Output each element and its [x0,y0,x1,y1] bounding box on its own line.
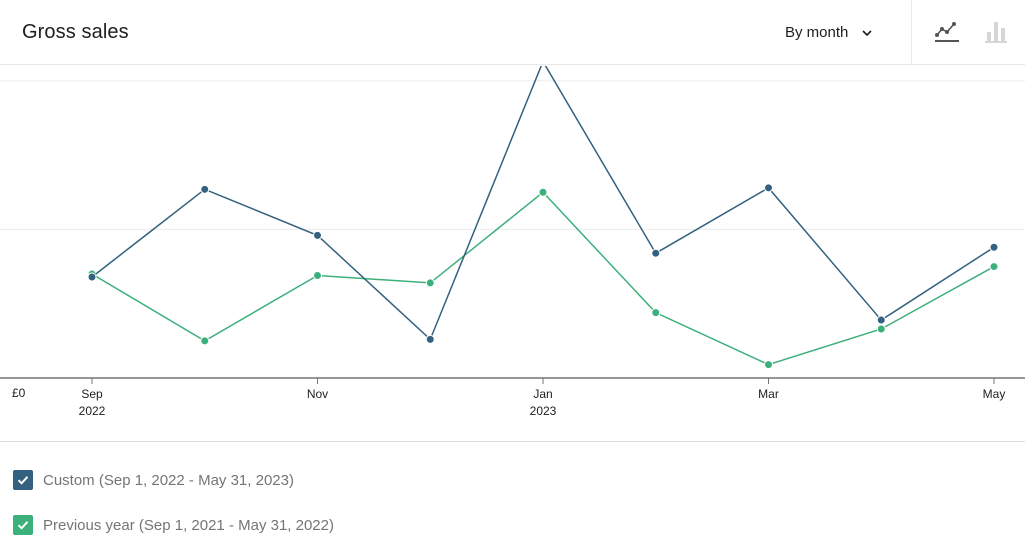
data-point-previous-year [425,278,435,288]
data-point-previous-year [200,336,210,346]
data-point-custom [313,230,322,240]
header-divider [911,0,912,65]
x-tick-label: Sep [81,387,103,401]
data-point-custom [425,334,435,344]
x-tick-label-year: 2023 [530,404,557,418]
x-tick-label-year: 2022 [79,404,106,418]
data-point-previous-year [651,308,661,318]
line-chart: £0 Sep 2022 Nov Jan 2023 Mar May [0,66,1025,418]
period-dropdown-label: By month [785,24,849,41]
data-point-previous-year [313,270,322,280]
line-chart-button[interactable] [933,18,961,46]
chart-title: Gross sales [22,21,129,43]
data-point-custom [764,183,773,193]
x-tick-label: Jan [533,387,552,401]
period-dropdown[interactable]: By month [785,24,872,41]
checkbox-previous-year[interactable] [13,515,33,535]
data-point-custom [200,184,210,194]
x-tick-label: Mar [758,387,779,401]
series-line-previous-year [91,191,995,366]
data-point-previous-year [876,324,886,334]
checkbox-custom[interactable] [13,470,33,490]
data-point-previous-year [989,262,999,272]
y-tick-label: £0 [12,386,26,400]
data-point-custom [87,272,97,282]
data-point-custom [651,248,661,258]
data-point-previous-year [764,360,773,370]
data-point-custom [989,242,999,252]
checkmark-icon [17,521,29,530]
legend-label-custom: Custom (Sep 1, 2022 - May 31, 2023) [43,471,294,489]
series-line-custom [91,66,995,341]
checkmark-icon [17,476,29,485]
legend-divider [0,441,1025,442]
legend-item-custom[interactable]: Custom (Sep 1, 2022 - May 31, 2023) [13,470,294,490]
data-point-previous-year [538,187,548,197]
chevron-down-icon [862,29,872,36]
data-point-custom [876,315,886,325]
bar-chart-button[interactable] [983,18,1011,46]
legend-item-previous-year[interactable]: Previous year (Sep 1, 2021 - May 31, 202… [13,515,334,535]
x-tick-label: May [983,387,1006,401]
chart-header: Gross sales By month [0,0,1025,65]
legend-label-previous-year: Previous year (Sep 1, 2021 - May 31, 202… [43,516,334,534]
x-tick-label: Nov [307,387,328,401]
line-chart-icon [935,22,959,42]
bar-chart-icon [985,22,1007,43]
